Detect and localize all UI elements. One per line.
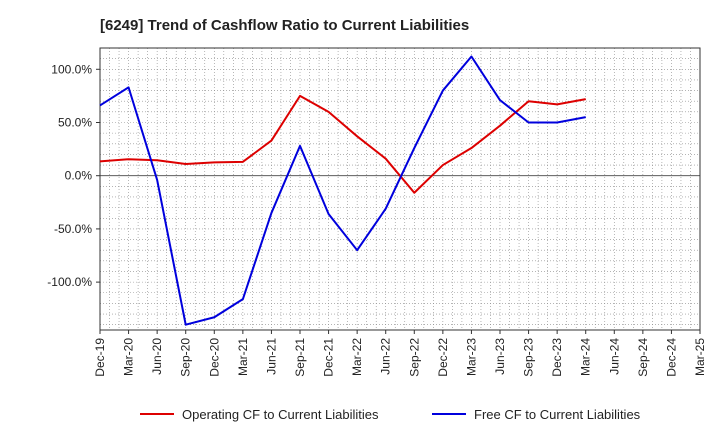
y-tick-label: -50.0% xyxy=(54,222,92,236)
x-tick-label: Sep-23 xyxy=(522,338,536,377)
chart-title: [6249] Trend of Cashflow Ratio to Curren… xyxy=(100,17,469,34)
x-tick-label: Sep-24 xyxy=(636,338,650,377)
x-tick-label: Jun-22 xyxy=(379,338,393,375)
plot-border xyxy=(99,47,701,331)
series-lines xyxy=(99,55,586,326)
legend-label: Operating CF to Current Liabilities xyxy=(182,407,379,422)
x-tick-label: Sep-20 xyxy=(179,338,193,377)
y-tick-label: 50.0% xyxy=(58,115,92,129)
axes xyxy=(96,47,701,334)
legend-label: Free CF to Current Liabilities xyxy=(474,407,641,422)
x-tick-label: Sep-22 xyxy=(407,338,421,377)
y-tick-label: 0.0% xyxy=(65,169,93,183)
x-tick-label: Dec-22 xyxy=(436,338,450,377)
x-tick-label: Mar-21 xyxy=(236,338,250,376)
x-tick-label: Dec-19 xyxy=(93,338,107,377)
x-tick-label: Jun-21 xyxy=(264,338,278,375)
series-line-free-cf xyxy=(99,55,586,326)
plot-area xyxy=(100,48,700,330)
x-tick-label: Dec-23 xyxy=(550,338,564,377)
x-tick-label: Sep-21 xyxy=(293,338,307,377)
series-line-operating-cf xyxy=(99,94,586,194)
y-tick-labels: 100.0% 50.0% 0.0% -50.0% -100.0% xyxy=(47,62,92,289)
legend: Operating CF to Current Liabilities Free … xyxy=(140,407,641,422)
x-tick-label: Mar-22 xyxy=(350,338,364,376)
x-tick-label: Mar-25 xyxy=(693,338,707,376)
y-tick-label: -100.0% xyxy=(47,275,92,289)
x-tick-labels: Dec-19 Mar-20 Jun-20 Sep-20 Dec-20 Mar-21 Jun-… xyxy=(93,338,707,377)
x-tick-label: Jun-23 xyxy=(493,338,507,375)
x-tick-label: Dec-20 xyxy=(207,338,221,377)
x-tick-label: Dec-21 xyxy=(322,338,336,377)
y-tick-label: 100.0% xyxy=(51,62,92,76)
x-tick-label: Jun-24 xyxy=(607,338,621,375)
x-tick-label: Mar-24 xyxy=(579,338,593,376)
x-tick-label: Mar-20 xyxy=(122,338,136,376)
x-tick-label: Dec-24 xyxy=(664,338,678,377)
x-tick-label: Jun-20 xyxy=(150,338,164,375)
x-tick-label: Mar-23 xyxy=(464,338,478,376)
grid xyxy=(99,47,701,330)
